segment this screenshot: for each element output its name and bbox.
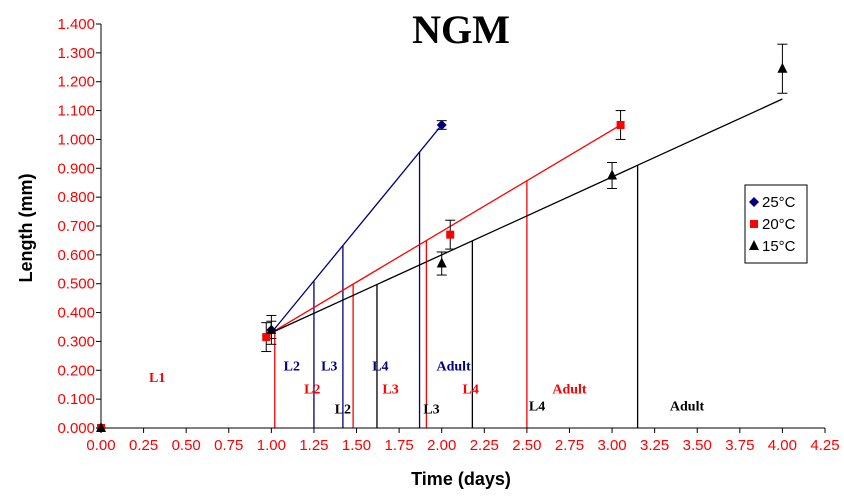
y-tick-label: 1.000 xyxy=(57,131,95,148)
stage-label: Adult xyxy=(552,382,587,397)
x-tick-label: 2.50 xyxy=(512,437,541,454)
stage-label: L2 xyxy=(335,403,351,418)
stage-label: Adult xyxy=(437,359,472,374)
x-tick-label: 1.75 xyxy=(385,437,414,454)
data-point xyxy=(266,323,277,334)
x-tick-label: 3.00 xyxy=(597,437,626,454)
stage-lines xyxy=(274,152,639,428)
y-tick-label: 1.100 xyxy=(57,103,95,120)
data-point xyxy=(436,120,447,130)
y-tick-label: 0.800 xyxy=(57,189,95,206)
y-tick-labels: 0.000 0.100 0.200 0.300 0.400 0.500 0.600 0.700… xyxy=(57,16,95,437)
y-tick-label: 1.200 xyxy=(57,74,95,91)
error-bars xyxy=(261,43,788,353)
x-tick-label: 1.25 xyxy=(299,437,328,454)
x-tick-label: 0.75 xyxy=(214,437,243,454)
x-tick-label: 0.50 xyxy=(172,437,201,454)
trend-line xyxy=(270,124,443,334)
y-tick-label: 0.900 xyxy=(57,160,95,177)
x-tick-label: 0.00 xyxy=(86,437,115,454)
stage-label: L3 xyxy=(423,403,439,418)
legend-label: 15°C xyxy=(762,238,796,255)
x-tick-labels: 0.00 0.25 0.50 0.75 1.00 1.25 1.50 1.75 2.00 2.25… xyxy=(86,437,839,454)
axes xyxy=(96,23,826,433)
stage-label: L1 xyxy=(149,371,165,386)
legend-label: 20°C xyxy=(762,216,796,233)
x-tick-label: 2.00 xyxy=(427,437,456,454)
y-tick-label: 0.400 xyxy=(57,305,95,322)
y-tick-label: 0.600 xyxy=(57,247,95,264)
stage-label: L4 xyxy=(462,382,478,397)
data-point xyxy=(616,121,625,129)
y-axis-title: Length (mm) xyxy=(16,174,36,283)
stage-label: L2 xyxy=(284,359,300,374)
y-tick-label: 0.500 xyxy=(57,276,95,293)
trend-line xyxy=(271,98,783,334)
data-point xyxy=(446,230,455,239)
legend-marker xyxy=(749,197,759,207)
stage-label: L3 xyxy=(321,359,337,374)
x-tick-label: 3.25 xyxy=(640,437,669,454)
data-points xyxy=(96,62,788,433)
stage-label: L4 xyxy=(529,400,545,415)
y-tick-label: 0.700 xyxy=(57,218,95,235)
x-tick-label: 2.25 xyxy=(470,437,499,454)
y-tick-label: 0.000 xyxy=(57,420,95,437)
legend-marker xyxy=(749,240,759,250)
x-tick-label: 0.25 xyxy=(129,437,158,454)
x-tick-label: 4.00 xyxy=(768,437,797,454)
stage-label: L4 xyxy=(372,359,388,374)
x-tick-label: 1.50 xyxy=(342,437,371,454)
legend-label: 25°C xyxy=(762,194,796,211)
y-tick-label: 0.200 xyxy=(57,362,95,379)
y-tick-label: 1.300 xyxy=(57,45,95,62)
x-tick-label: 3.50 xyxy=(683,437,712,454)
x-tick-label: 4.25 xyxy=(810,437,839,454)
y-tick-label: 0.100 xyxy=(57,391,95,408)
y-tick-label: 1.400 xyxy=(57,16,95,33)
fit-lines xyxy=(270,98,783,334)
stage-label: L2 xyxy=(304,382,320,397)
chart-title: NGM xyxy=(412,7,510,52)
x-axis-title: Time (days) xyxy=(411,469,511,489)
legend: 25°C 20°C 15°C xyxy=(744,184,808,264)
stage-label: Adult xyxy=(670,400,705,415)
data-point xyxy=(262,333,271,342)
legend-marker xyxy=(750,220,758,228)
data-point xyxy=(436,257,447,268)
data-point xyxy=(96,422,106,432)
x-tick-label: 1.00 xyxy=(257,437,286,454)
data-point xyxy=(607,169,618,180)
x-tick-label: 2.75 xyxy=(555,437,584,454)
data-point xyxy=(777,62,788,73)
trend-line xyxy=(271,124,621,334)
stage-label: L3 xyxy=(382,382,398,397)
x-tick-label: 3.75 xyxy=(725,437,754,454)
y-tick-label: 0.300 xyxy=(57,333,95,350)
